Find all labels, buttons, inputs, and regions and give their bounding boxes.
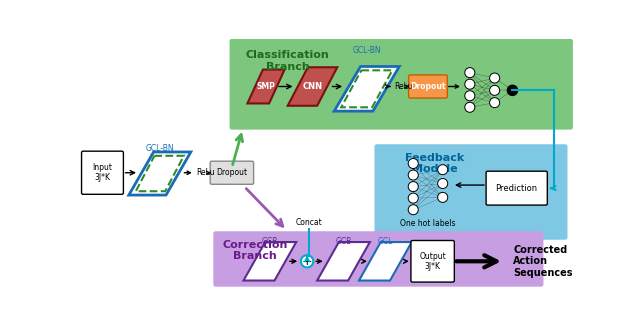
Text: GCB: GCB — [262, 237, 278, 246]
Text: Dropout: Dropout — [216, 168, 248, 177]
FancyBboxPatch shape — [81, 151, 124, 194]
FancyBboxPatch shape — [411, 241, 454, 282]
FancyBboxPatch shape — [408, 75, 447, 98]
Text: +: + — [302, 255, 312, 268]
Text: CNN: CNN — [303, 82, 323, 91]
Circle shape — [438, 193, 448, 203]
Text: Output
3J*K: Output 3J*K — [419, 252, 446, 271]
Polygon shape — [317, 242, 370, 281]
FancyBboxPatch shape — [374, 144, 568, 240]
Text: Correction
Branch: Correction Branch — [223, 240, 288, 261]
Text: Corrected
Action
Sequences: Corrected Action Sequences — [513, 245, 573, 278]
Polygon shape — [341, 70, 392, 107]
FancyBboxPatch shape — [486, 171, 547, 205]
Circle shape — [490, 73, 500, 83]
Polygon shape — [129, 152, 191, 195]
Circle shape — [408, 205, 419, 215]
Circle shape — [408, 159, 419, 169]
Text: Dropout: Dropout — [410, 82, 445, 91]
Circle shape — [490, 98, 500, 108]
Polygon shape — [244, 242, 296, 281]
Text: Classification
Branch: Classification Branch — [246, 50, 330, 72]
Circle shape — [438, 179, 448, 189]
Text: GCB: GCB — [335, 237, 351, 246]
Circle shape — [408, 170, 419, 180]
Text: Feedback
Module: Feedback Module — [405, 153, 465, 174]
FancyBboxPatch shape — [213, 231, 543, 287]
Circle shape — [465, 91, 475, 101]
Polygon shape — [136, 156, 184, 191]
Circle shape — [465, 79, 475, 89]
Text: ReLu: ReLu — [196, 168, 215, 177]
Text: GCL: GCL — [378, 237, 393, 246]
Text: SMP: SMP — [257, 82, 275, 91]
Polygon shape — [288, 67, 337, 106]
Text: Prediction: Prediction — [495, 184, 538, 193]
Circle shape — [408, 182, 419, 192]
Circle shape — [465, 102, 475, 112]
FancyBboxPatch shape — [210, 161, 253, 184]
Circle shape — [438, 165, 448, 175]
Text: Concat: Concat — [296, 218, 323, 227]
FancyBboxPatch shape — [230, 39, 573, 130]
Circle shape — [408, 193, 419, 203]
Circle shape — [301, 255, 313, 267]
Text: One hot labels: One hot labels — [400, 219, 456, 228]
Text: ReLu: ReLu — [395, 82, 413, 91]
Text: Input
3J*K: Input 3J*K — [92, 163, 113, 182]
Circle shape — [490, 85, 500, 95]
Text: GCL-BN: GCL-BN — [353, 46, 381, 55]
Polygon shape — [359, 242, 412, 281]
Text: GCL-BN: GCL-BN — [145, 144, 174, 153]
Circle shape — [507, 85, 518, 96]
Polygon shape — [248, 69, 285, 103]
Circle shape — [465, 68, 475, 78]
Polygon shape — [334, 67, 399, 111]
